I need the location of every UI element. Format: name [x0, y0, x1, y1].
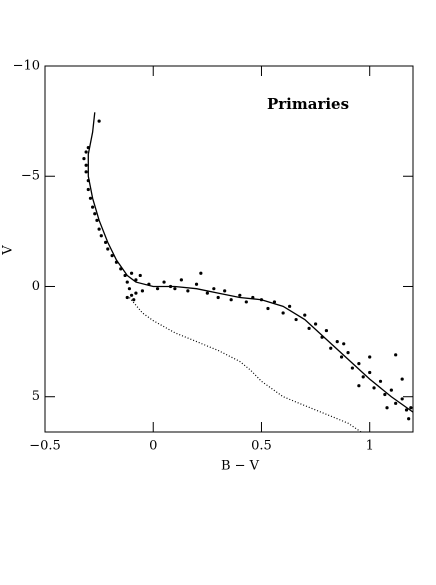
data-point	[294, 317, 298, 322]
data-point	[324, 328, 329, 333]
data-point	[342, 342, 346, 346]
data-point	[123, 273, 127, 278]
data-point	[82, 157, 86, 161]
data-point	[186, 289, 190, 293]
data-point	[229, 298, 233, 302]
data-point	[194, 282, 199, 286]
data-point	[138, 273, 142, 278]
data-point	[110, 254, 114, 258]
data-point	[368, 370, 372, 375]
data-point	[303, 313, 307, 317]
data-point	[140, 289, 145, 293]
chart-title: Primaries	[267, 95, 349, 113]
data-point	[97, 119, 101, 123]
data-point	[199, 271, 203, 275]
data-point	[409, 406, 413, 410]
data-point	[378, 379, 383, 383]
data-point	[129, 271, 134, 275]
data-point	[372, 386, 376, 390]
data-point	[404, 408, 409, 412]
data-point	[97, 227, 101, 231]
curve	[87, 112, 414, 413]
data-point	[400, 397, 404, 401]
data-point	[307, 326, 311, 330]
data-point	[383, 392, 387, 397]
data-point	[350, 366, 354, 370]
data-point	[84, 163, 88, 167]
data-point	[106, 247, 110, 251]
x-tick-label: −0.5	[29, 439, 61, 454]
data-point	[244, 300, 248, 304]
data-point	[91, 205, 95, 209]
data-point	[266, 306, 270, 311]
data-point	[335, 340, 339, 344]
data-point	[134, 291, 138, 295]
y-tick-label: 5	[32, 389, 40, 404]
data-point	[125, 295, 129, 300]
data-point	[86, 187, 90, 192]
x-axis-label: B − V	[221, 459, 260, 474]
data-point	[238, 293, 242, 297]
data-point	[84, 150, 88, 154]
data-point	[132, 298, 136, 302]
data-point	[394, 401, 398, 405]
data-point	[212, 287, 216, 291]
data-point	[162, 280, 166, 284]
data-point	[361, 375, 365, 379]
data-point	[288, 304, 292, 308]
data-point	[205, 291, 209, 295]
data-point	[93, 212, 97, 216]
data-point	[84, 170, 88, 174]
data-point	[368, 355, 372, 359]
data-point	[125, 280, 129, 284]
data-point	[216, 295, 220, 300]
plot-frame	[44, 65, 414, 433]
x-tick-label: 0	[149, 439, 157, 454]
data-point	[346, 351, 350, 355]
data-point	[357, 362, 361, 366]
data-point	[104, 240, 108, 244]
data-point	[385, 406, 389, 410]
data-point	[173, 287, 177, 291]
data-point	[407, 417, 411, 421]
y-tick-label: −5	[21, 169, 40, 184]
data-point	[179, 278, 183, 282]
y-tick-label: 0	[32, 279, 40, 294]
data-point	[339, 355, 344, 359]
data-point	[389, 388, 393, 392]
x-tick-label: 0.5	[251, 439, 272, 454]
data-point	[99, 234, 103, 238]
y-axis-label: V	[1, 245, 16, 256]
data-point	[272, 300, 277, 304]
data-point	[129, 293, 134, 297]
dotted-curve	[128, 297, 362, 433]
data-point	[95, 218, 99, 222]
x-tick-label: 1	[366, 439, 374, 454]
y-tick-label: −10	[13, 59, 40, 74]
data-point	[155, 287, 160, 291]
data-point	[329, 346, 333, 350]
data-point	[394, 353, 398, 357]
data-point	[357, 384, 361, 388]
data-point	[313, 322, 318, 326]
data-point	[281, 311, 285, 315]
data-point	[88, 196, 93, 200]
data-point	[223, 289, 227, 293]
data-point	[127, 287, 132, 291]
data-point	[400, 377, 404, 381]
